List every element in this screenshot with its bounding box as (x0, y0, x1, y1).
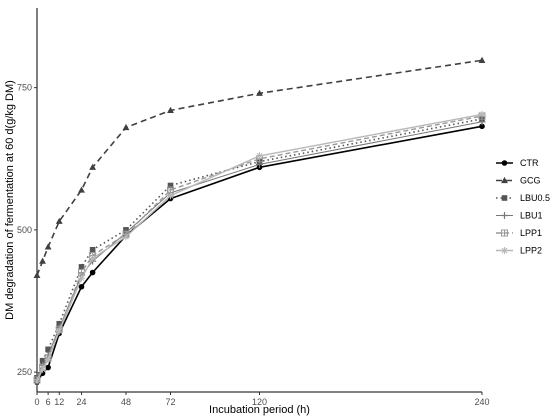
y-tick-label: 250 (17, 367, 32, 377)
data-point-gcg (44, 243, 52, 250)
legend-key-marker (501, 176, 508, 184)
data-point-lpp2 (55, 327, 63, 335)
data-point-lbu0-5 (39, 357, 46, 364)
legend-key-marker (501, 160, 508, 166)
data-point-gcg (39, 257, 46, 264)
legend-key-marker (501, 247, 508, 254)
x-tick-label: 72 (165, 397, 175, 407)
data-point-lpp1 (167, 186, 174, 194)
legend-item-lpp1: LPP1 (496, 228, 542, 238)
data-point-gcg (33, 271, 41, 278)
data-point-lpp2 (33, 377, 41, 385)
series-lpp2 (33, 110, 486, 385)
y-tick-label: 500 (17, 225, 32, 235)
data-point-ctr (89, 269, 96, 276)
legend-key-marker (501, 195, 508, 201)
data-point-lpp2 (478, 110, 486, 118)
legend-item-ctr: CTR (496, 158, 539, 168)
data-point-ctr (78, 283, 85, 290)
x-tick-label: 6 (46, 397, 51, 407)
x-tick-label: 0 (34, 397, 39, 407)
legend: CTR GCG LBU0.5 LBU1 LPP1 LPP2 (496, 158, 550, 256)
data-point-ctr (45, 364, 51, 371)
data-point-gcg (478, 56, 486, 63)
x-tick-label: 240 (474, 397, 489, 407)
data-point-lpp2 (39, 365, 47, 373)
data-point-lbu0-5 (167, 182, 174, 189)
x-axis-title: Incubation period (h) (209, 404, 310, 416)
data-point-gcg (256, 89, 263, 96)
data-point-lpp2 (78, 274, 85, 282)
series-line-lpp1 (36, 115, 483, 381)
legend-item-lpp2: LPP2 (496, 246, 542, 256)
x-tick-label: 24 (76, 397, 86, 407)
data-point-lbu0-5 (45, 346, 51, 353)
data-point-gcg (55, 217, 63, 224)
data-point-gcg (89, 163, 97, 170)
data-point-lpp2 (122, 233, 130, 241)
series-line-lpp2 (36, 113, 483, 382)
x-tick-label: 48 (121, 397, 131, 407)
data-point-lbu0-5 (56, 320, 63, 327)
data-point-lpp1 (78, 269, 85, 277)
data-point-lbu0-5 (78, 264, 85, 270)
data-point-lbu0-5 (89, 246, 96, 253)
legend-label: LBU1 (520, 211, 543, 221)
data-point-gcg (78, 186, 85, 193)
data-point-ctr (479, 123, 485, 130)
legend-item-lbu0-5: LBU0.5 (496, 193, 550, 203)
legend-item-gcg: GCG (496, 176, 541, 186)
legend-label: LBU0.5 (520, 193, 550, 203)
data-point-lpp2 (167, 192, 174, 200)
data-point-lpp2 (256, 152, 263, 160)
data-point-gcg (122, 123, 130, 131)
legend-label: LPP2 (520, 246, 542, 256)
x-tick-label: 120 (252, 397, 267, 407)
data-point-lpp2 (89, 254, 97, 262)
axes: 0 6 12 24 48 72 120 240 250 500 750 (17, 8, 490, 407)
legend-key-marker (501, 212, 508, 219)
series-gcg (33, 56, 486, 278)
data-point-gcg (167, 106, 174, 113)
series-line-gcg (36, 59, 483, 276)
x-tick-label: 12 (54, 397, 64, 407)
data-point-lpp2 (44, 356, 52, 364)
legend-label: LPP1 (520, 228, 542, 238)
legend-item-lbu1: LBU1 (496, 211, 543, 221)
y-tick-label: 750 (17, 83, 32, 93)
legend-label: GCG (520, 176, 541, 186)
y-axis-title: DM degradation of fermentation at 60 d(g… (4, 80, 16, 320)
legend-key-marker (501, 229, 508, 237)
series-layer (33, 56, 486, 386)
legend-label: CTR (520, 158, 539, 168)
